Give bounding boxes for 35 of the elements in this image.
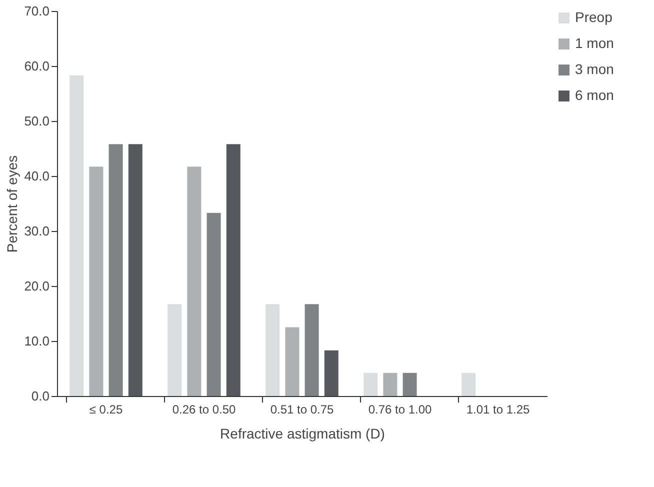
y-tick-label: 0.0 (31, 388, 50, 404)
x-tick-label: 0.76 to 1.00 (368, 402, 432, 416)
x-tick-label: ≤ 0.25 (89, 402, 123, 416)
bar (70, 75, 84, 396)
bar (187, 166, 202, 396)
x-tick-label: 1.01 to 1.25 (466, 402, 530, 416)
bar (304, 304, 319, 396)
y-axis-title: Percent of eyes (4, 155, 20, 253)
y-tick-label: 60.0 (24, 58, 50, 74)
bar (266, 304, 280, 396)
x-tick-label: 0.26 to 0.50 (172, 402, 236, 416)
y-tick-label: 30.0 (24, 224, 50, 238)
bar (285, 327, 300, 396)
x-axis-title: Refractive astigmatism (D) (220, 426, 385, 442)
bar (324, 350, 338, 396)
legend-label: Preop (575, 9, 613, 25)
legend-label: 1 mon (575, 35, 614, 51)
x-tick-label: 0.51 to 0.75 (270, 402, 334, 416)
bar (206, 212, 221, 396)
bar (108, 144, 123, 396)
y-tick-label: 70.0 (24, 4, 50, 18)
bar (128, 144, 142, 396)
bar (168, 304, 182, 396)
bar (226, 144, 240, 396)
y-tick-label: 20.0 (24, 278, 50, 294)
bar (402, 372, 417, 396)
y-tick-label: 50.0 (24, 114, 50, 128)
y-tick-label: 40.0 (24, 168, 50, 184)
legend-label: 3 mon (575, 61, 614, 77)
bar (364, 372, 378, 396)
bar (89, 166, 104, 396)
y-tick-label: 10.0 (24, 334, 50, 348)
bar (383, 372, 398, 396)
bar (462, 372, 476, 396)
legend-label: 6 mon (575, 87, 614, 103)
